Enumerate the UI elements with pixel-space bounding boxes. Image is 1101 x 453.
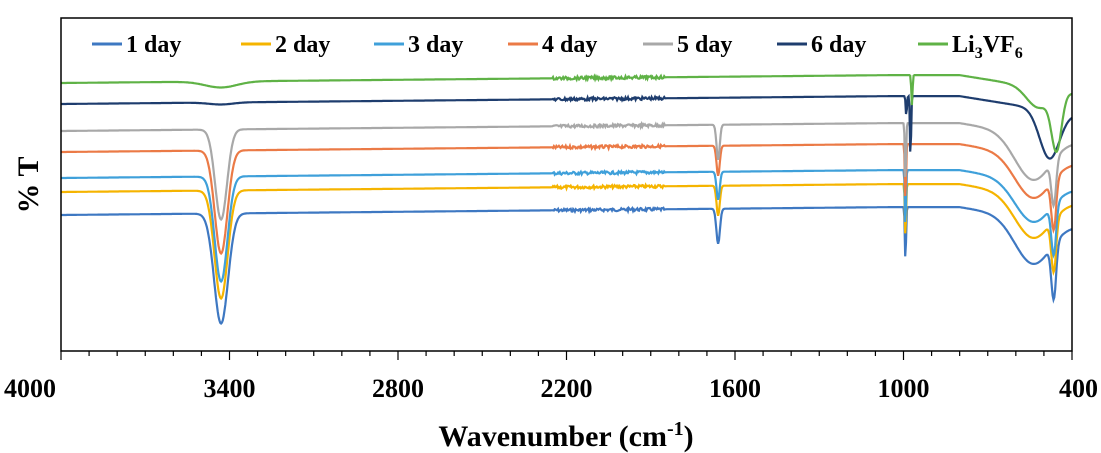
legend-entry: 2 day	[241, 32, 330, 58]
x-axis-tick-labels: 4000 3400 2800 2200 1600 1000 400	[4, 374, 1098, 403]
series-lines	[61, 73, 1073, 326]
x-axis-title: Wavenumber (cm-1)	[438, 418, 693, 453]
legend-entry: Li3VF6	[918, 32, 1023, 62]
series-line	[61, 168, 1073, 284]
x-tick-label: 3400	[204, 374, 256, 403]
legend-entry: 3 day	[374, 32, 463, 58]
x-tick-label: 2800	[372, 374, 424, 403]
legend-entry: 4 day	[508, 32, 597, 58]
y-axis-title: % T	[12, 157, 45, 214]
series-line	[61, 205, 1073, 326]
x-tick-label: 1600	[709, 374, 761, 403]
legend-label: 3 day	[408, 32, 463, 58]
series-line	[61, 120, 1073, 222]
legend-label: 5 day	[677, 32, 732, 58]
legend-entry: 5 day	[643, 32, 732, 58]
legend-label: Li3VF6	[952, 32, 1023, 62]
x-tick-label: 2200	[541, 374, 593, 403]
x-tick-label: 4000	[4, 374, 56, 403]
legend-label: 4 day	[542, 32, 597, 58]
x-axis-ticks	[60, 351, 1073, 360]
legend-entry: 6 day	[777, 32, 866, 58]
legend-entry: 1 day	[92, 32, 181, 58]
series-line	[61, 93, 1073, 160]
legend: 1 day 2 day 3 day 4 day 5 day 6 day Li3VF6	[92, 32, 1023, 62]
legend-label: 2 day	[275, 32, 330, 58]
x-tick-label: 1000	[878, 374, 930, 403]
legend-label: 6 day	[811, 32, 866, 58]
legend-label: 1 day	[126, 32, 181, 58]
x-tick-label: 400	[1059, 374, 1098, 403]
series-line	[61, 73, 1073, 154]
